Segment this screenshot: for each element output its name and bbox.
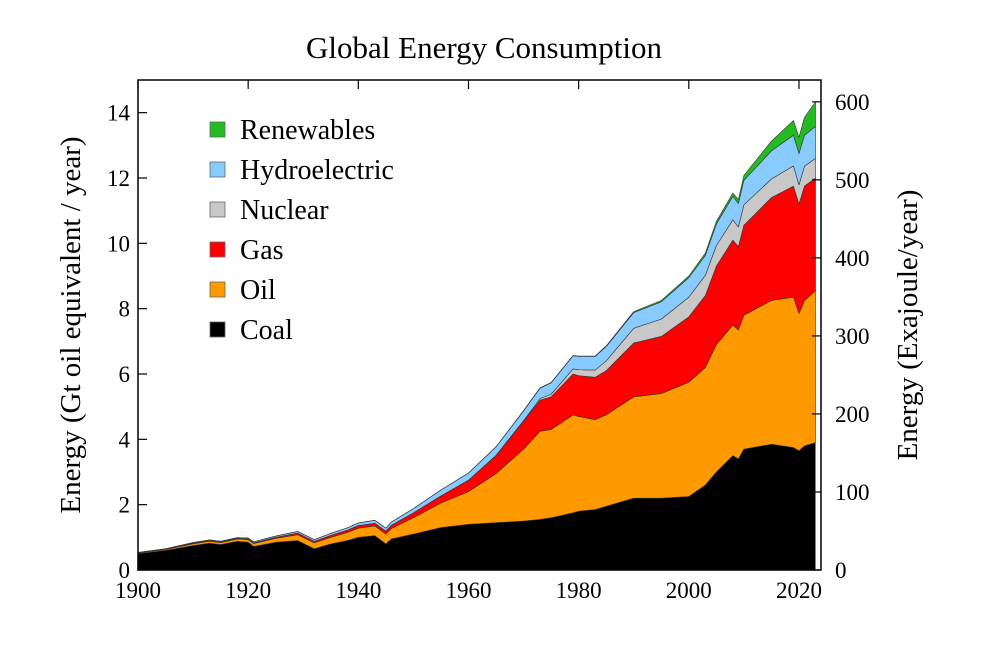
legend-label-oil: Oil [240, 275, 276, 306]
x-tick-label: 1940 [335, 578, 381, 603]
x-tick-label: 1980 [556, 578, 602, 603]
x-tick-label: 1960 [445, 578, 491, 603]
y-axis-left: 0 2 4 6 8 10 12 14 [107, 101, 147, 583]
legend-swatch-oil [209, 281, 226, 298]
chart-title: Global Energy Consumption [306, 30, 662, 65]
x-tick-label: 1920 [225, 578, 271, 603]
legend-swatch-coal [209, 321, 226, 338]
y2-tick-label: 100 [835, 480, 870, 505]
legend: Renewables Hydroelectric Nuclear Gas Oil Coal [209, 115, 394, 346]
x-tick-label: 1900 [115, 578, 161, 603]
y2-tick-label: 400 [835, 246, 870, 271]
y-tick-label: 8 [119, 297, 131, 322]
y2-tick-label: 300 [835, 324, 870, 349]
x-tick-label: 2000 [666, 578, 712, 603]
x-axis: 1900 1920 1940 1960 1980 2000 2020 [115, 80, 822, 603]
y-tick-label: 12 [107, 166, 130, 191]
x-tick-label: 2020 [776, 578, 822, 603]
area-coal [138, 442, 816, 570]
legend-swatch-hydroelectric [209, 161, 226, 178]
y2-tick-label: 0 [835, 558, 847, 583]
y-axis-right: 0 100 200 300 400 500 600 [812, 90, 870, 583]
legend-label-gas: Gas [240, 235, 284, 266]
y-axis-title-left: Energy (Gt oil equivalent / year) [55, 136, 87, 513]
y-tick-label: 0 [119, 558, 131, 583]
area-renewables [137, 101, 816, 553]
legend-swatch-gas [209, 241, 226, 258]
y-tick-label: 2 [119, 493, 131, 518]
y-tick-label: 10 [107, 231, 130, 256]
y2-tick-label: 600 [835, 90, 870, 115]
y2-tick-label: 200 [835, 402, 870, 427]
legend-swatch-renewables [209, 121, 226, 138]
legend-label-coal: Coal [240, 315, 293, 346]
legend-label-nuclear: Nuclear [240, 195, 329, 226]
y-tick-label: 14 [107, 101, 131, 126]
y-tick-label: 4 [119, 427, 131, 452]
legend-swatch-nuclear [209, 201, 226, 218]
y-axis-title-right: Energy (Exajoule/year) [892, 190, 924, 461]
legend-label-renewables: Renewables [240, 115, 375, 146]
plot-frame [137, 79, 822, 571]
y2-tick-label: 500 [835, 168, 870, 193]
legend-label-hydroelectric: Hydroelectric [240, 155, 394, 186]
area-layers [137, 101, 816, 570]
y-tick-label: 6 [119, 362, 131, 387]
